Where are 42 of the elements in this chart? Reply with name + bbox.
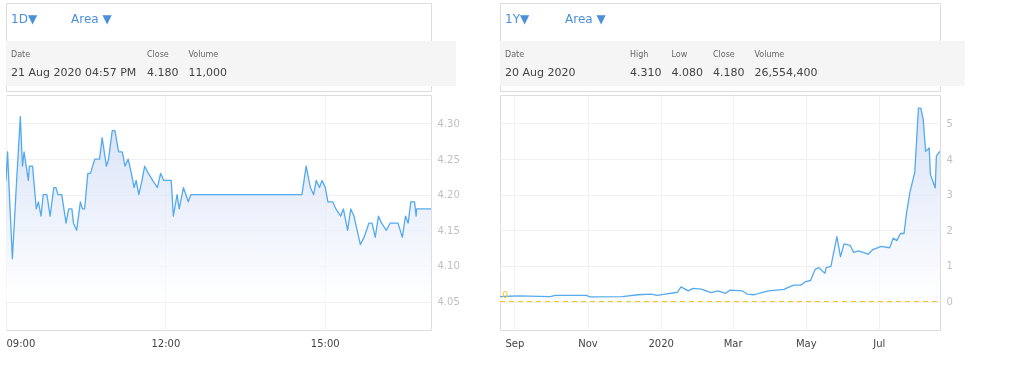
y-tick-label: 0 <box>946 296 953 308</box>
x-tick-label: Sep <box>505 337 525 349</box>
text: Area ▼ <box>71 12 113 26</box>
text: 11,000 <box>188 66 227 79</box>
text: Volume <box>754 50 785 59</box>
text: Volume <box>188 50 219 59</box>
y-tick-label: 4.10 <box>437 260 460 272</box>
y-tick-label: 4.20 <box>437 189 460 201</box>
text: 26,554,400 <box>754 66 818 79</box>
y-tick-label: 4.30 <box>437 117 460 129</box>
x-tick-label: 2020 <box>648 337 674 349</box>
y-tick-label: 2 <box>946 224 953 236</box>
text: 4.180 <box>713 66 745 79</box>
text: 1Y▼ <box>505 12 530 26</box>
text: Area ▼ <box>565 12 607 26</box>
ref-line-label: 0 <box>502 289 509 300</box>
text: Close <box>713 50 735 59</box>
x-tick-label: May <box>795 337 817 349</box>
text: 20 Aug 2020 <box>505 66 576 79</box>
y-tick-label: 4.25 <box>437 153 460 165</box>
text: Date <box>505 50 525 59</box>
y-tick-label: 5 <box>946 117 953 129</box>
x-tick-label: 15:00 <box>310 337 340 349</box>
x-tick-label: Mar <box>723 337 744 349</box>
text: Close <box>147 50 169 59</box>
text: Low <box>671 50 688 59</box>
x-tick-label: 12:00 <box>151 337 181 349</box>
text: 4.080 <box>671 66 703 79</box>
text: 1D▼ <box>11 12 38 26</box>
x-tick-label: Nov <box>578 337 598 349</box>
y-tick-label: 4.05 <box>437 296 460 308</box>
text: 4.310 <box>630 66 662 79</box>
text: Date <box>11 50 31 59</box>
y-tick-label: 1 <box>946 260 953 272</box>
x-tick-label: 09:00 <box>6 337 36 349</box>
x-tick-label: Jul <box>872 337 886 349</box>
y-tick-label: 3 <box>946 189 953 201</box>
text: 4.180 <box>147 66 179 79</box>
y-tick-label: 4.15 <box>437 224 460 236</box>
y-tick-label: 4 <box>946 153 953 165</box>
text: High <box>630 50 649 59</box>
text: 21 Aug 2020 04:57 PM <box>11 66 137 79</box>
